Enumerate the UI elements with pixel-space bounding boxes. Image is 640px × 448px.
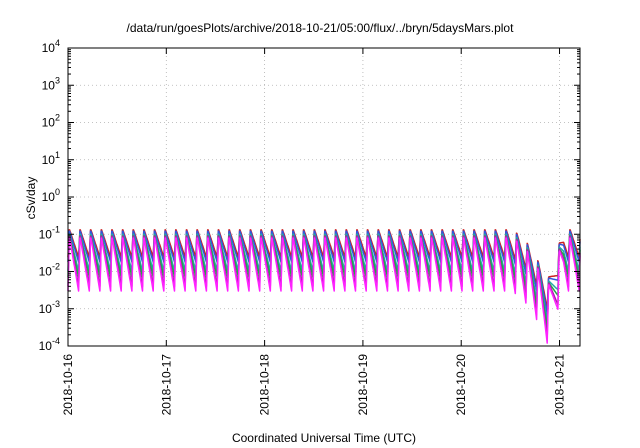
y-tick-label: 10-1 xyxy=(39,224,60,241)
x-tick-label: 2018-10-19 xyxy=(356,354,370,416)
x-tick-label: 2018-10-18 xyxy=(258,354,272,416)
y-tick-label: 103 xyxy=(42,75,60,92)
y-tick-label: 104 xyxy=(42,38,60,55)
y-tick-label: 10-3 xyxy=(39,299,60,316)
y-tick-label: 10-4 xyxy=(39,336,60,353)
grid-lines xyxy=(68,48,580,346)
y-tick-label: 10-2 xyxy=(39,262,60,279)
chart-title: /data/run/goesPlots/archive/2018-10-21/0… xyxy=(126,21,514,35)
x-tick-label: 2018-10-16 xyxy=(61,354,75,416)
y-tick-label: 102 xyxy=(42,113,60,130)
series-group xyxy=(67,229,581,344)
y-ticks: 10-4 10-3 10-2 10-1 100 101 102 103 104 xyxy=(39,38,580,353)
x-ticks: 2018-10-16 2018-10-17 2018-10-18 2018-10-19… xyxy=(61,48,567,415)
x-tick-label: 2018-10-20 xyxy=(454,354,468,416)
x-axis-label: Coordinated Universal Time (UTC) xyxy=(231,431,417,445)
y-tick-label: 100 xyxy=(42,187,60,204)
x-tick-label: 2018-10-17 xyxy=(159,354,173,416)
x-tick-label: 2018-10-21 xyxy=(553,354,567,416)
y-tick-label: 101 xyxy=(42,150,60,167)
series-line-6 xyxy=(67,237,581,344)
